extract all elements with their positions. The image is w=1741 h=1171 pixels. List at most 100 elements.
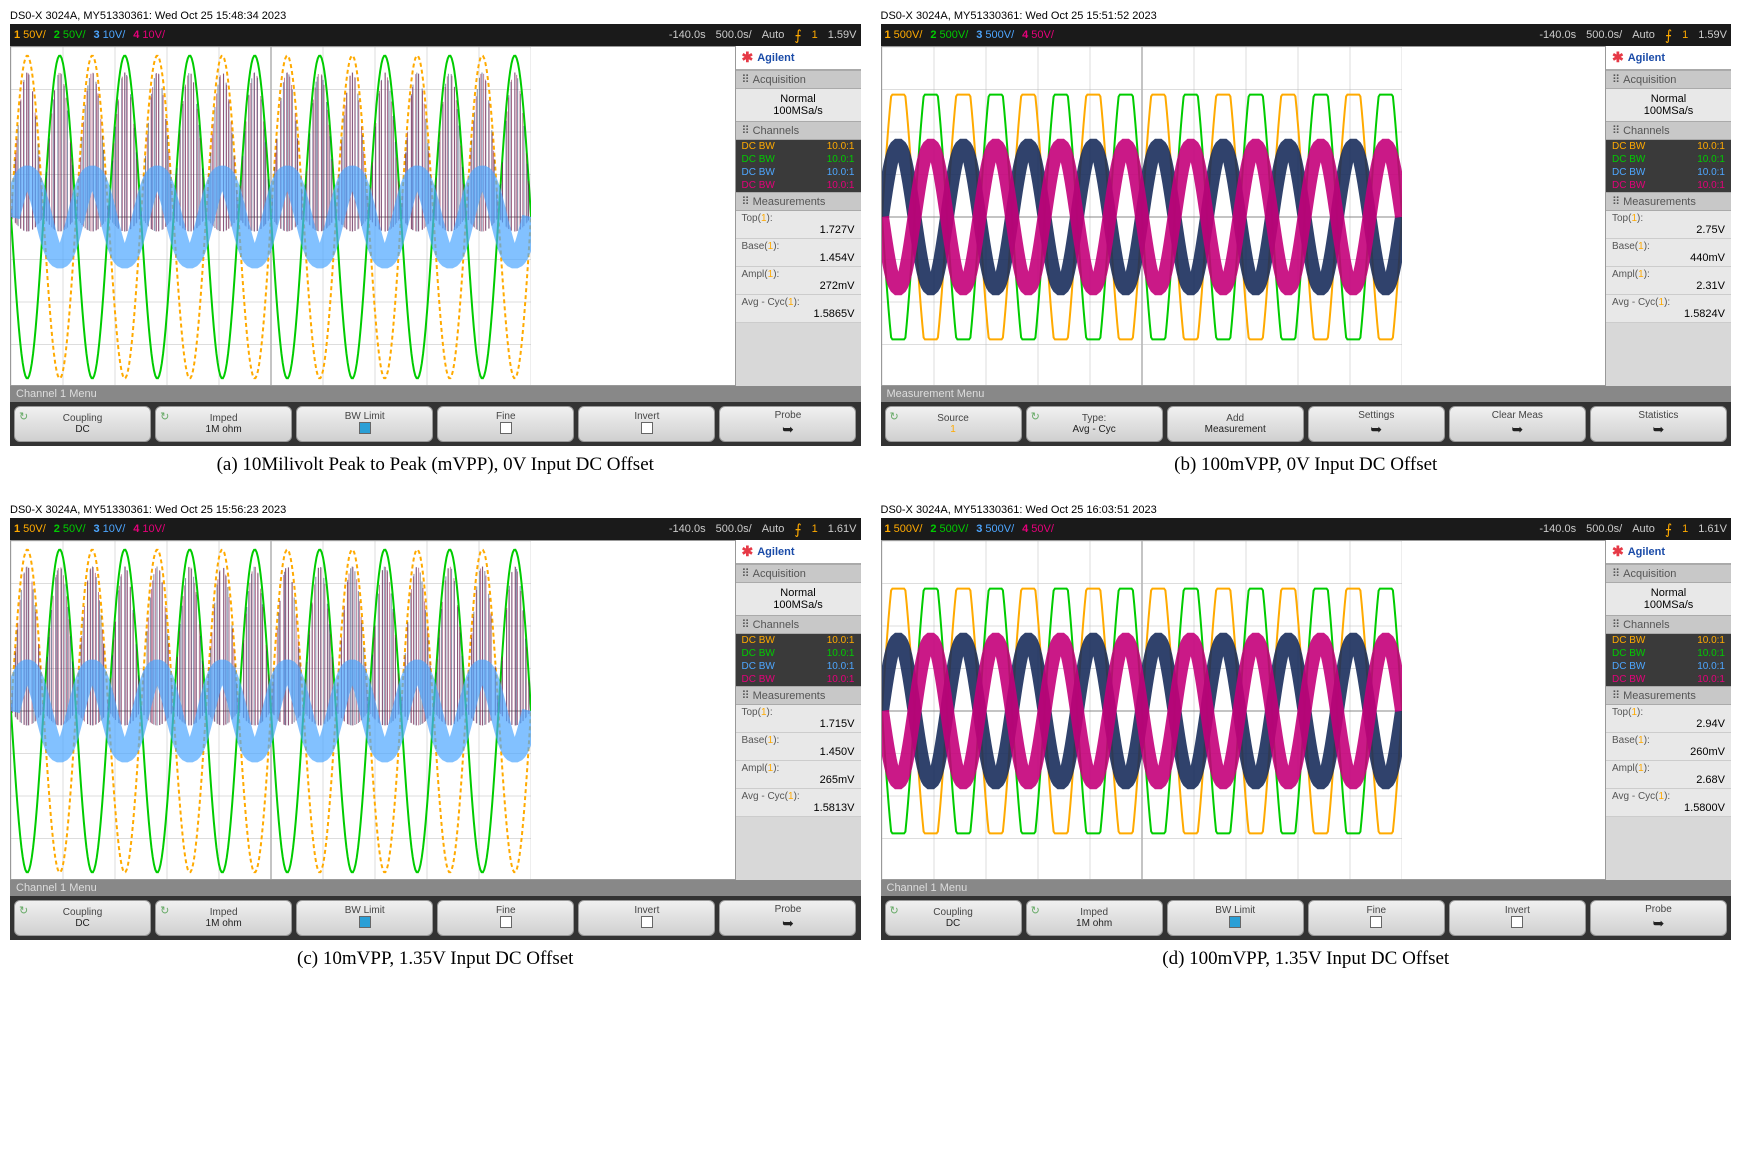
channel-row[interactable]: DC BW10.0:1 (1606, 634, 1731, 647)
channel-row[interactable]: DC BW10.0:1 (1606, 166, 1731, 179)
checkbox-icon (359, 916, 371, 928)
waveform-display[interactable] (10, 540, 736, 880)
softkey-imped[interactable]: ↻Imped1M ohm (155, 406, 292, 442)
measurement-row: Avg - Cyc(1):1.5813V (736, 789, 861, 817)
trigger-edge-icon: ⨍ (794, 27, 801, 44)
channel-row[interactable]: DC BW10.0:1 (736, 153, 861, 166)
channel-row[interactable]: DC BW10.0:1 (1606, 140, 1731, 153)
channel-row[interactable]: DC BW10.0:1 (736, 166, 861, 179)
refresh-icon: ↻ (890, 904, 899, 917)
softkey-fine[interactable]: Fine (437, 406, 574, 442)
scope-sidebar: ✱Agilent ⠿ Acquisition Normal 100MSa/s ⠿… (1606, 46, 1731, 386)
waveform-display[interactable] (881, 46, 1607, 386)
scope-topbar: 150V/250V/310V/410V/-140.0s 500.0s/ Auto… (10, 518, 861, 540)
acq-mode: Normal (1612, 93, 1725, 105)
channel-row[interactable]: DC BW10.0:1 (1606, 647, 1731, 660)
channel-row[interactable]: DC BW10.0:1 (736, 647, 861, 660)
softkey-coupling[interactable]: ↻CouplingDC (14, 900, 151, 936)
softkey-probe[interactable]: Probe➥ (719, 900, 856, 936)
channel-row[interactable]: DC BW10.0:1 (736, 660, 861, 673)
softkey-probe[interactable]: Probe➥ (719, 406, 856, 442)
agilent-icon: ✱ (742, 543, 754, 560)
timebase: 500.0s/ (1586, 29, 1622, 41)
channel-row[interactable]: DC BW10.0:1 (1606, 660, 1731, 673)
softkey-fine[interactable]: Fine (437, 900, 574, 936)
checkbox-icon (641, 916, 653, 928)
brand-logo: ✱Agilent (736, 540, 861, 564)
channel-indicator[interactable]: 310V/ (94, 29, 126, 41)
trigger-mode[interactable]: Auto (762, 523, 785, 535)
channel-indicator[interactable]: 310V/ (94, 523, 126, 535)
timebase: 500.0s/ (716, 523, 752, 535)
agilent-icon: ✱ (1612, 49, 1624, 66)
waveform-display[interactable] (881, 540, 1607, 880)
measurements-header: ⠿ Measurements (736, 192, 861, 211)
channel-indicator[interactable]: 450V/ (1022, 523, 1054, 535)
channel-indicator[interactable]: 2500V/ (930, 523, 968, 535)
channels-header: ⠿ Channels (736, 615, 861, 634)
channel-row[interactable]: DC BW10.0:1 (736, 179, 861, 192)
measurement-row: Avg - Cyc(1):1.5824V (1606, 295, 1731, 323)
trigger-mode[interactable]: Auto (1632, 29, 1655, 41)
agilent-icon: ✱ (742, 49, 754, 66)
checkbox-icon (500, 422, 512, 434)
refresh-icon: ↻ (19, 904, 28, 917)
channel-indicator[interactable]: 250V/ (54, 29, 86, 41)
softkey-bw-limit[interactable]: BW Limit (1167, 900, 1304, 936)
channel-indicator[interactable]: 150V/ (14, 523, 46, 535)
refresh-icon: ↻ (160, 904, 169, 917)
softkey-invert[interactable]: Invert (578, 406, 715, 442)
softkey-fine[interactable]: Fine (1308, 900, 1445, 936)
softkey-coupling[interactable]: ↻CouplingDC (885, 900, 1022, 936)
channel-indicator[interactable]: 450V/ (1022, 29, 1054, 41)
softkey-row: ↻Source1↻Type:Avg - CycAddMeasurementSet… (881, 402, 1732, 446)
arrow-down-icon: ➥ (1315, 421, 1438, 438)
trigger-mode[interactable]: Auto (762, 29, 785, 41)
scope-panel-c: DS0-X 3024A, MY51330361: Wed Oct 25 15:5… (10, 504, 861, 978)
channel-indicator[interactable]: 250V/ (54, 523, 86, 535)
channel-row[interactable]: DC BW10.0:1 (1606, 153, 1731, 166)
softkey-clear-meas[interactable]: Clear Meas➥ (1449, 406, 1586, 442)
softkey-settings[interactable]: Settings➥ (1308, 406, 1445, 442)
waveform-display[interactable] (10, 46, 736, 386)
measurement-row: Base(1):440mV (1606, 239, 1731, 267)
softkey-type-[interactable]: ↻Type:Avg - Cyc (1026, 406, 1163, 442)
measurement-row: Top(1):2.75V (1606, 211, 1731, 239)
softkey-coupling[interactable]: ↻CouplingDC (14, 406, 151, 442)
channel-row[interactable]: DC BW10.0:1 (736, 673, 861, 686)
panel-caption: (a) 10Milivolt Peak to Peak (mVPP), 0V I… (10, 446, 861, 484)
channel-row[interactable]: DC BW10.0:1 (736, 140, 861, 153)
softkey-imped[interactable]: ↻Imped1M ohm (1026, 900, 1163, 936)
softkey-statistics[interactable]: Statistics➥ (1590, 406, 1727, 442)
softkey-invert[interactable]: Invert (578, 900, 715, 936)
channel-row[interactable]: DC BW10.0:1 (1606, 673, 1731, 686)
softkey-source[interactable]: ↻Source1 (885, 406, 1022, 442)
channel-indicator[interactable]: 150V/ (14, 29, 46, 41)
softkey-add[interactable]: AddMeasurement (1167, 406, 1304, 442)
softkey-invert[interactable]: Invert (1449, 900, 1586, 936)
channel-indicator[interactable]: 410V/ (133, 29, 165, 41)
softkey-bw-limit[interactable]: BW Limit (296, 900, 433, 936)
scope-sidebar: ✱Agilent ⠿ Acquisition Normal 100MSa/s ⠿… (736, 540, 861, 880)
channels-header: ⠿ Channels (1606, 615, 1731, 634)
channel-indicator[interactable]: 3500V/ (976, 29, 1014, 41)
trigger-level: 1.61V (1698, 523, 1727, 535)
softkey-row: ↻CouplingDC↻Imped1M ohmBW LimitFineInver… (10, 402, 861, 446)
arrow-down-icon: ➥ (1456, 421, 1579, 438)
channel-row[interactable]: DC BW10.0:1 (736, 634, 861, 647)
trigger-mode[interactable]: Auto (1632, 523, 1655, 535)
softkey-bw-limit[interactable]: BW Limit (296, 406, 433, 442)
refresh-icon: ↻ (1031, 410, 1040, 423)
acq-mode: Normal (742, 93, 855, 105)
scope-sidebar: ✱Agilent ⠿ Acquisition Normal 100MSa/s ⠿… (1606, 540, 1731, 880)
trigger-level: 1.59V (1698, 29, 1727, 41)
channel-row[interactable]: DC BW10.0:1 (1606, 179, 1731, 192)
channel-indicator[interactable]: 410V/ (133, 523, 165, 535)
channel-indicator[interactable]: 1500V/ (885, 29, 923, 41)
channel-indicator[interactable]: 2500V/ (930, 29, 968, 41)
softkey-imped[interactable]: ↻Imped1M ohm (155, 900, 292, 936)
trigger-level: 1.61V (828, 523, 857, 535)
channel-indicator[interactable]: 1500V/ (885, 523, 923, 535)
channel-indicator[interactable]: 3500V/ (976, 523, 1014, 535)
softkey-probe[interactable]: Probe➥ (1590, 900, 1727, 936)
